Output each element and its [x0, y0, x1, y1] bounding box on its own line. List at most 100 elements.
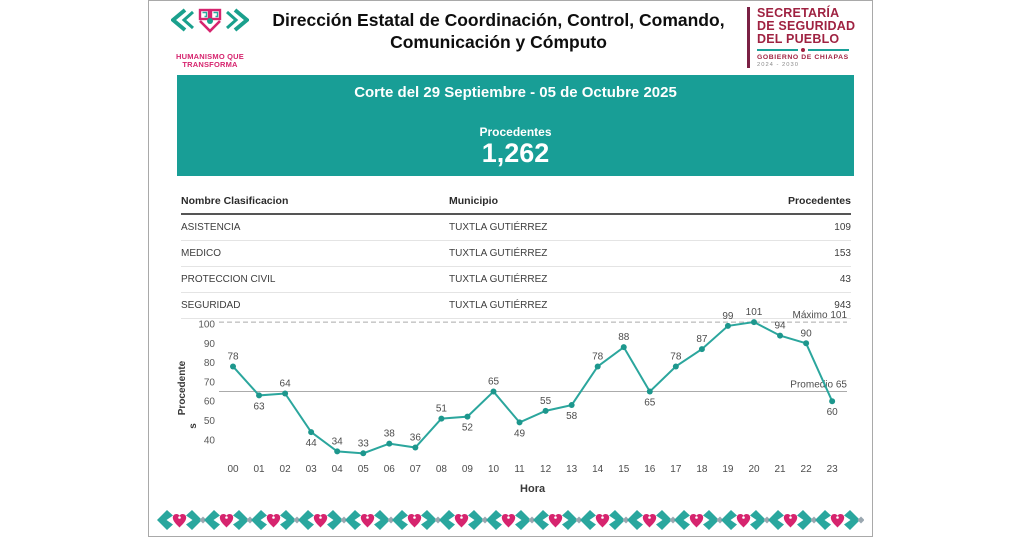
svg-text:05: 05 — [358, 464, 370, 475]
cell-municipio: TUXTLA GUTIÉRREZ — [449, 300, 548, 311]
cell-procedentes: 109 — [834, 222, 851, 233]
svg-text:13: 13 — [566, 464, 578, 475]
svg-text:18: 18 — [696, 464, 708, 475]
svg-text:19: 19 — [722, 464, 734, 475]
ssp-logo-line1: SECRETARÍA — [757, 6, 840, 20]
svg-text:09: 09 — [462, 464, 474, 475]
svg-text:88: 88 — [618, 332, 630, 343]
svg-text:90: 90 — [204, 339, 216, 350]
svg-text:51: 51 — [436, 404, 448, 415]
table-row: ASISTENCIA TUXTLA GUTIÉRREZ 109 — [181, 215, 851, 241]
svg-text:22: 22 — [801, 464, 813, 475]
svg-text:78: 78 — [592, 351, 604, 362]
col-header-municipio: Municipio — [449, 195, 498, 207]
svg-text:20: 20 — [748, 464, 760, 475]
cell-procedentes: 153 — [834, 248, 851, 259]
date-range-title: Corte del 29 Septiembre - 05 de Octubre … — [354, 84, 677, 101]
hourly-line-chart: 40 50 60 70 80 90 100 Máximo 101 Promedio 65 78 63… — [169, 304, 863, 506]
ssp-logo-years: 2024 - 2030 — [757, 62, 799, 69]
svg-text:90: 90 — [801, 328, 813, 339]
cell-municipio: TUXTLA GUTIÉRREZ — [449, 274, 548, 285]
ssp-logo: SECRETARÍA DE SEGURIDAD DEL PUEBLO GOBIE… — [747, 6, 867, 69]
svg-text:11: 11 — [514, 464, 525, 475]
svg-text:33: 33 — [358, 438, 370, 449]
svg-text:10: 10 — [488, 464, 500, 475]
svg-text:55: 55 — [540, 396, 552, 407]
svg-text:12: 12 — [540, 464, 552, 475]
svg-text:17: 17 — [670, 464, 682, 475]
svg-text:Procedentes: Procedentes — [177, 360, 199, 428]
svg-text:36: 36 — [410, 433, 422, 444]
svg-text:100: 100 — [198, 320, 215, 331]
col-header-procedentes: Procedentes — [787, 195, 851, 207]
svg-text:70: 70 — [204, 377, 216, 388]
table-row: SEGURIDAD TUXTLA GUTIÉRREZ 943 — [181, 293, 851, 319]
col-header-clasificacion: Nombre Clasificacion — [181, 195, 289, 207]
metric-value: 1,262 — [481, 138, 550, 168]
ssp-logo-divider — [757, 48, 849, 53]
svg-text:21: 21 — [774, 464, 786, 475]
ssp-logo-line2: DE SEGURIDAD — [757, 18, 856, 33]
svg-text:44: 44 — [306, 438, 318, 449]
svg-text:65: 65 — [644, 398, 656, 409]
svg-text:60: 60 — [204, 397, 216, 408]
cell-clasificacion: SEGURIDAD — [181, 300, 241, 311]
svg-text:Hora: Hora — [520, 483, 546, 495]
svg-text:64: 64 — [280, 378, 292, 389]
humanismo-logo-icon — [169, 8, 251, 33]
svg-text:01: 01 — [253, 464, 265, 475]
svg-text:60: 60 — [827, 407, 839, 418]
table-header-row: Nombre Clasificacion Municipio Procedent… — [181, 190, 851, 215]
cell-clasificacion: PROTECCION CIVIL — [181, 274, 276, 285]
summary-banner: Corte del 29 Septiembre - 05 de Octubre … — [177, 75, 854, 176]
classification-table: Nombre Clasificacion Municipio Procedent… — [181, 190, 851, 319]
cell-municipio: TUXTLA GUTIÉRREZ — [449, 248, 548, 259]
svg-text:80: 80 — [204, 358, 216, 369]
svg-text:08: 08 — [436, 464, 448, 475]
svg-text:15: 15 — [618, 464, 630, 475]
svg-text:52: 52 — [462, 423, 474, 434]
svg-text:40: 40 — [204, 435, 216, 446]
cell-municipio: TUXTLA GUTIÉRREZ — [449, 222, 548, 233]
svg-text:63: 63 — [253, 401, 265, 412]
svg-text:04: 04 — [332, 464, 344, 475]
cell-clasificacion: ASISTENCIA — [181, 222, 241, 233]
svg-text:65: 65 — [488, 377, 500, 388]
svg-text:06: 06 — [384, 464, 396, 475]
svg-text:16: 16 — [644, 464, 656, 475]
report-card: HUMANISMO QUE TRANSFORMA Dirección Estat… — [148, 0, 873, 537]
svg-text:49: 49 — [514, 428, 526, 439]
svg-text:50: 50 — [204, 416, 216, 427]
line-chart-svg: 40 50 60 70 80 90 100 Máximo 101 Promedio 65 78 63… — [177, 307, 848, 495]
table-row: PROTECCION CIVIL TUXTLA GUTIÉRREZ 43 — [181, 267, 851, 293]
page-title-line1: Dirección Estatal de Coordinación, Contr… — [272, 10, 725, 30]
humanismo-logo: HUMANISMO QUE TRANSFORMA — [161, 6, 259, 70]
table-row: MEDICO TUXTLA GUTIÉRREZ 153 — [181, 241, 851, 267]
metric-label: Procedentes — [479, 125, 552, 139]
logo-left-line1: HUMANISMO QUE — [175, 52, 245, 61]
logo-left-line2: TRANSFORMA — [182, 60, 238, 70]
page-title-line2: Comunicación y Cómputo — [390, 32, 607, 53]
svg-text:99: 99 — [722, 311, 734, 322]
cell-procedentes: 943 — [834, 300, 851, 311]
svg-text:58: 58 — [566, 411, 578, 422]
svg-text:78: 78 — [227, 351, 239, 362]
cell-clasificacion: MEDICO — [181, 248, 221, 259]
ssp-logo-government: GOBIERNO DE CHIAPAS — [757, 54, 849, 62]
cell-procedentes: 43 — [839, 274, 851, 285]
svg-text:02: 02 — [280, 464, 292, 475]
svg-text:94: 94 — [774, 321, 786, 332]
svg-text:23: 23 — [827, 464, 839, 475]
svg-text:14: 14 — [592, 464, 604, 475]
svg-text:00: 00 — [227, 464, 239, 475]
svg-text:38: 38 — [384, 429, 396, 440]
svg-text:03: 03 — [306, 464, 318, 475]
svg-text:Máximo 101: Máximo 101 — [793, 310, 848, 321]
aztec-border-pattern-icon — [157, 510, 864, 530]
svg-text:101: 101 — [746, 307, 763, 318]
svg-text:87: 87 — [696, 334, 708, 345]
svg-text:07: 07 — [410, 464, 422, 475]
ssp-logo-line3: DEL PUEBLO — [757, 31, 840, 46]
page-title: Dirección Estatal de Coordinación, Contr… — [257, 9, 740, 54]
